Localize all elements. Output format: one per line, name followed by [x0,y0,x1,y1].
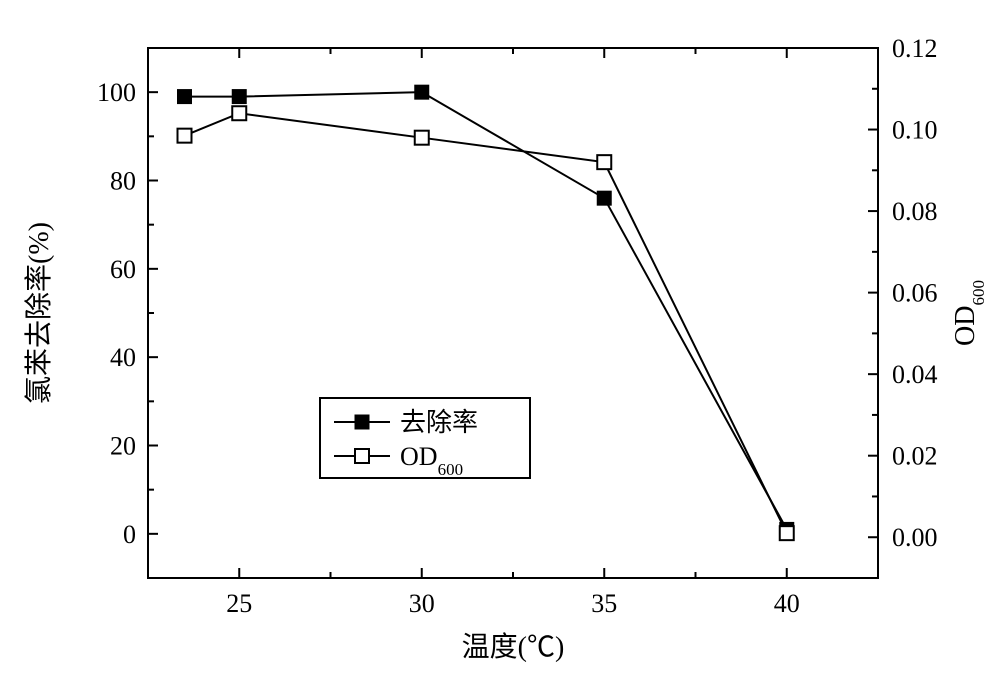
yl-tick-label: 100 [97,78,136,107]
series-line-removal_rate [185,92,787,529]
marker-od600 [780,526,794,540]
marker-removal_rate [232,90,246,104]
legend-label-removal: 去除率 [400,408,478,437]
marker-od600 [597,155,611,169]
x-axis-label: 温度(℃) [462,631,565,663]
x-tick-label: 25 [226,589,252,618]
yr-tick-label: 0.10 [892,116,938,145]
marker-od600 [178,129,192,143]
marker-od600 [415,131,429,145]
yr-tick-label: 0.08 [892,197,938,226]
legend-marker-open [355,449,369,463]
y-left-axis-label: 氯苯去除率(%) [23,222,55,404]
series-line-od600 [185,113,787,533]
yl-tick-label: 80 [110,167,136,196]
marker-od600 [232,106,246,120]
x-tick-label: 30 [409,589,435,618]
plot-frame [148,48,878,578]
legend-marker-filled [355,415,369,429]
legend-label-od: OD600 [400,442,463,479]
yl-tick-label: 20 [110,432,136,461]
yr-tick-label: 0.04 [892,360,938,389]
yl-tick-label: 60 [110,255,136,284]
yr-tick-label: 0.00 [892,523,938,552]
marker-removal_rate [178,90,192,104]
yr-tick-label: 0.06 [892,279,938,308]
marker-removal_rate [415,85,429,99]
y-right-axis-label: OD600 [950,280,988,346]
chart-container: 25 30 35 40 0 20 40 60 80 100 0.00 0.02 0.04 0.06 0.08… [0,0,1000,692]
yr-tick-label: 0.02 [892,442,938,471]
marker-removal_rate [597,191,611,205]
x-tick-label: 35 [591,589,617,618]
yl-tick-label: 40 [110,343,136,372]
yr-tick-label: 0.12 [892,34,938,63]
x-tick-label: 40 [774,589,800,618]
yl-tick-label: 0 [123,520,136,549]
chart-svg: 25 30 35 40 0 20 40 60 80 100 0.00 0.02 0.04 0.06 0.08… [0,0,1000,692]
